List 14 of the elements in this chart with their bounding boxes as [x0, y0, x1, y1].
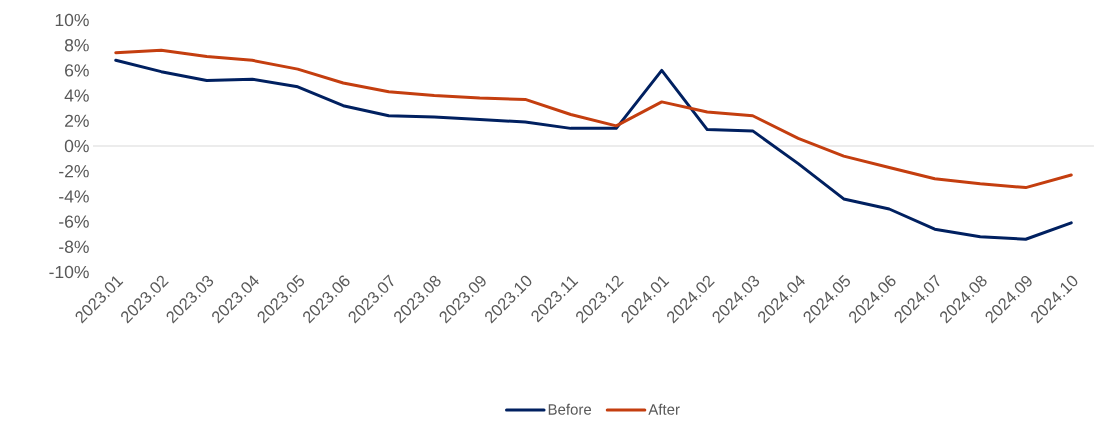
legend-label: After — [648, 403, 680, 415]
legend-label: Before — [548, 403, 592, 415]
line-series — [114, 48, 1073, 190]
y-tick-label: -8% — [59, 240, 89, 253]
y-tick-label: 6% — [65, 64, 89, 77]
y-tick-label: -2% — [59, 165, 89, 178]
y-tick-label: 2% — [65, 114, 89, 127]
y-tick-label: -6% — [59, 215, 89, 228]
y-tick-label: 0% — [64, 139, 89, 153]
y-tick-label: 4% — [64, 89, 89, 102]
y-tick-label: -4% — [59, 190, 89, 203]
y-tick-label: 10% — [55, 13, 89, 27]
line-series — [114, 58, 1073, 241]
y-tick-label: 8% — [64, 39, 89, 52]
